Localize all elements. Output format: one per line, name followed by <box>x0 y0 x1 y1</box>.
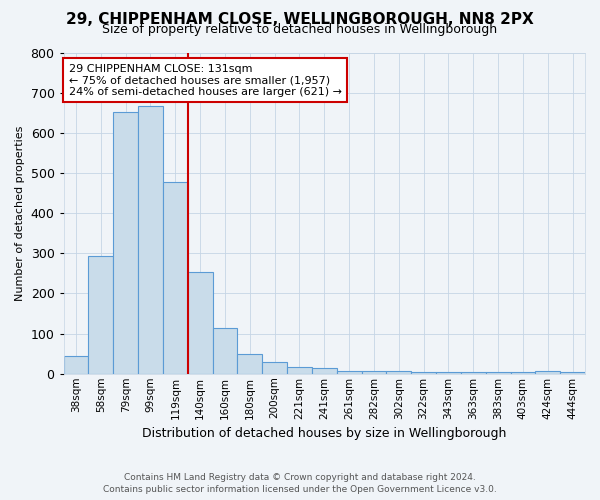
Text: Contains HM Land Registry data © Crown copyright and database right 2024.
Contai: Contains HM Land Registry data © Crown c… <box>103 472 497 494</box>
Bar <box>411 372 436 374</box>
Bar <box>461 372 485 374</box>
Bar <box>535 370 560 374</box>
Y-axis label: Number of detached properties: Number of detached properties <box>15 126 25 301</box>
Bar <box>113 112 138 374</box>
Text: Size of property relative to detached houses in Wellingborough: Size of property relative to detached ho… <box>103 22 497 36</box>
Bar <box>386 372 411 374</box>
Bar <box>238 354 262 374</box>
Bar <box>312 368 337 374</box>
Bar <box>362 371 386 374</box>
X-axis label: Distribution of detached houses by size in Wellingborough: Distribution of detached houses by size … <box>142 427 506 440</box>
Bar <box>188 272 212 374</box>
Bar <box>88 256 113 374</box>
Bar <box>138 106 163 374</box>
Text: 29, CHIPPENHAM CLOSE, WELLINGBOROUGH, NN8 2PX: 29, CHIPPENHAM CLOSE, WELLINGBOROUGH, NN… <box>66 12 534 28</box>
Bar <box>64 356 88 374</box>
Text: 29 CHIPPENHAM CLOSE: 131sqm
← 75% of detached houses are smaller (1,957)
24% of : 29 CHIPPENHAM CLOSE: 131sqm ← 75% of det… <box>69 64 342 97</box>
Bar <box>262 362 287 374</box>
Bar <box>485 372 511 374</box>
Bar <box>511 372 535 374</box>
Bar <box>287 367 312 374</box>
Bar <box>163 182 188 374</box>
Bar <box>560 372 585 374</box>
Bar <box>212 328 238 374</box>
Bar <box>337 370 362 374</box>
Bar <box>436 372 461 374</box>
